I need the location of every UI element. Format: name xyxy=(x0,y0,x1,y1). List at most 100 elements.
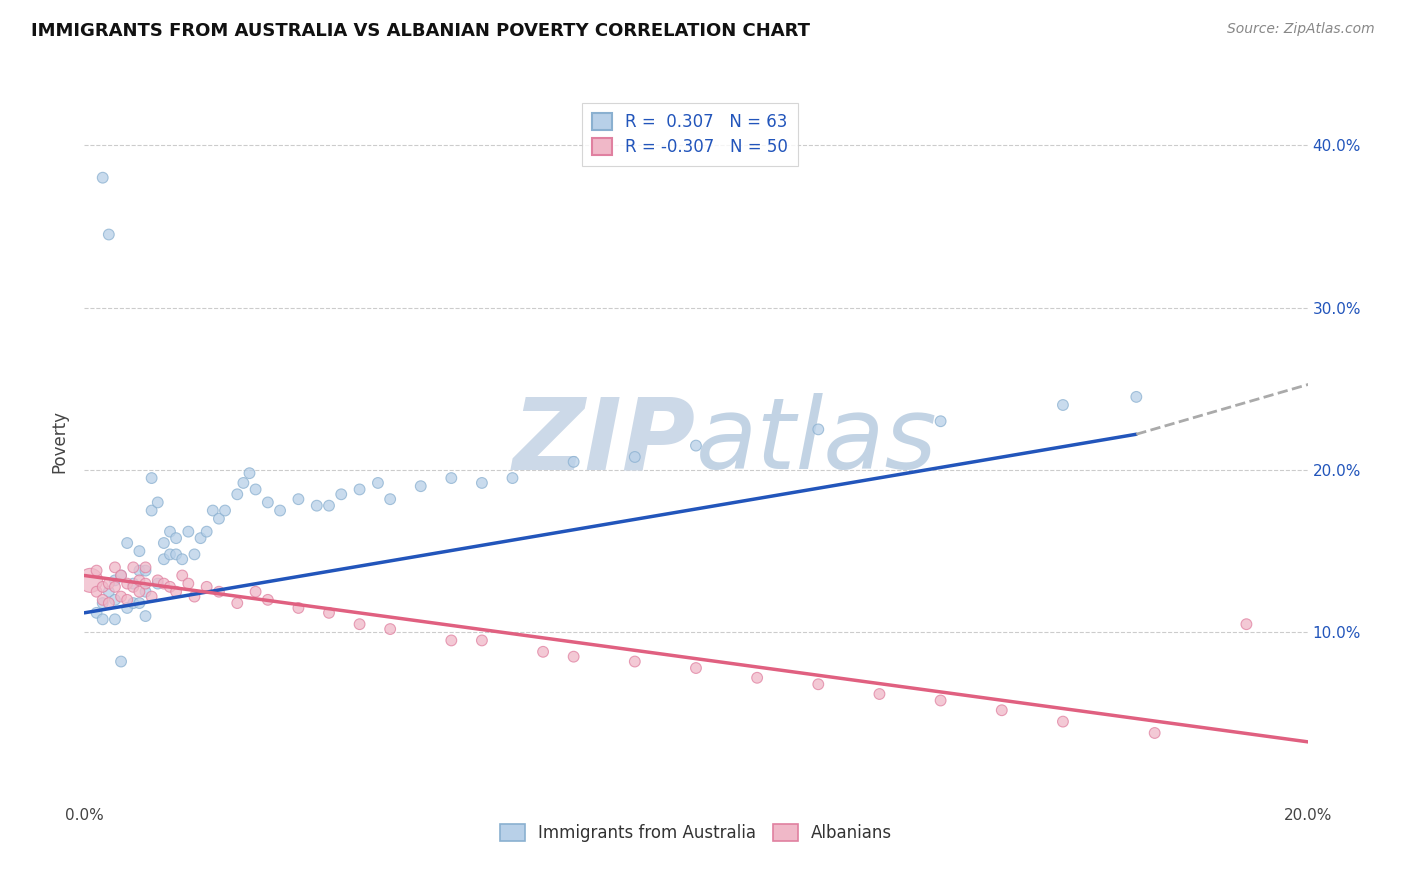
Point xyxy=(1052,398,1074,412)
Point xyxy=(104,612,127,626)
Point xyxy=(177,576,200,591)
Point xyxy=(747,671,769,685)
Point xyxy=(86,584,108,599)
Point xyxy=(128,544,150,558)
Point xyxy=(165,531,187,545)
Point xyxy=(562,455,585,469)
Point xyxy=(440,471,463,485)
Point xyxy=(110,568,132,582)
Point xyxy=(97,584,120,599)
Point xyxy=(245,483,267,497)
Point xyxy=(153,576,176,591)
Point xyxy=(305,499,328,513)
Point xyxy=(257,495,280,509)
Point xyxy=(115,576,138,591)
Point xyxy=(86,606,108,620)
Point xyxy=(685,661,707,675)
Point xyxy=(330,487,353,501)
Point xyxy=(195,580,218,594)
Point xyxy=(141,503,163,517)
Point xyxy=(367,475,389,490)
Point xyxy=(91,612,114,626)
Point xyxy=(624,450,647,464)
Point xyxy=(128,596,150,610)
Point xyxy=(135,560,157,574)
Point xyxy=(135,609,157,624)
Point xyxy=(287,601,309,615)
Point xyxy=(159,548,181,562)
Point xyxy=(122,576,145,591)
Point xyxy=(91,580,114,594)
Point xyxy=(104,574,127,588)
Text: ZIP: ZIP xyxy=(513,393,696,490)
Point xyxy=(208,511,231,525)
Point xyxy=(115,601,138,615)
Point xyxy=(238,466,260,480)
Point xyxy=(869,687,891,701)
Point xyxy=(115,592,138,607)
Point xyxy=(165,548,187,562)
Point xyxy=(245,584,267,599)
Point xyxy=(110,590,132,604)
Point xyxy=(471,633,494,648)
Point xyxy=(86,564,108,578)
Point xyxy=(165,584,187,599)
Point xyxy=(318,606,340,620)
Point xyxy=(159,580,181,594)
Point xyxy=(624,655,647,669)
Point xyxy=(97,596,120,610)
Point xyxy=(1236,617,1258,632)
Point xyxy=(135,564,157,578)
Point xyxy=(104,580,127,594)
Point xyxy=(409,479,432,493)
Point xyxy=(318,499,340,513)
Point xyxy=(380,622,402,636)
Text: atlas: atlas xyxy=(696,393,938,490)
Text: IMMIGRANTS FROM AUSTRALIA VS ALBANIAN POVERTY CORRELATION CHART: IMMIGRANTS FROM AUSTRALIA VS ALBANIAN PO… xyxy=(31,22,810,40)
Point xyxy=(172,568,194,582)
Point xyxy=(183,548,205,562)
Point xyxy=(208,584,231,599)
Point xyxy=(128,584,150,599)
Point xyxy=(122,596,145,610)
Point xyxy=(269,503,291,517)
Point xyxy=(177,524,200,539)
Point xyxy=(685,439,707,453)
Point xyxy=(214,503,236,517)
Point xyxy=(929,693,952,707)
Point xyxy=(380,492,402,507)
Point xyxy=(991,703,1014,717)
Point xyxy=(190,531,212,545)
Point xyxy=(183,590,205,604)
Point xyxy=(287,492,309,507)
Point xyxy=(153,536,176,550)
Point xyxy=(562,649,585,664)
Point xyxy=(195,524,218,539)
Point xyxy=(104,560,127,574)
Point xyxy=(201,503,224,517)
Point xyxy=(807,677,830,691)
Point xyxy=(110,655,132,669)
Point xyxy=(79,574,101,588)
Point xyxy=(349,483,371,497)
Point xyxy=(257,592,280,607)
Point xyxy=(232,475,254,490)
Point xyxy=(91,596,114,610)
Point xyxy=(141,471,163,485)
Point xyxy=(153,552,176,566)
Point xyxy=(141,590,163,604)
Point xyxy=(122,580,145,594)
Point xyxy=(135,576,157,591)
Point xyxy=(1125,390,1147,404)
Point xyxy=(122,560,145,574)
Point xyxy=(97,576,120,591)
Point xyxy=(135,584,157,599)
Point xyxy=(146,576,169,591)
Point xyxy=(929,414,952,428)
Point xyxy=(226,487,249,501)
Point xyxy=(146,574,169,588)
Point xyxy=(349,617,371,632)
Point xyxy=(1143,726,1166,740)
Point xyxy=(471,475,494,490)
Point xyxy=(128,564,150,578)
